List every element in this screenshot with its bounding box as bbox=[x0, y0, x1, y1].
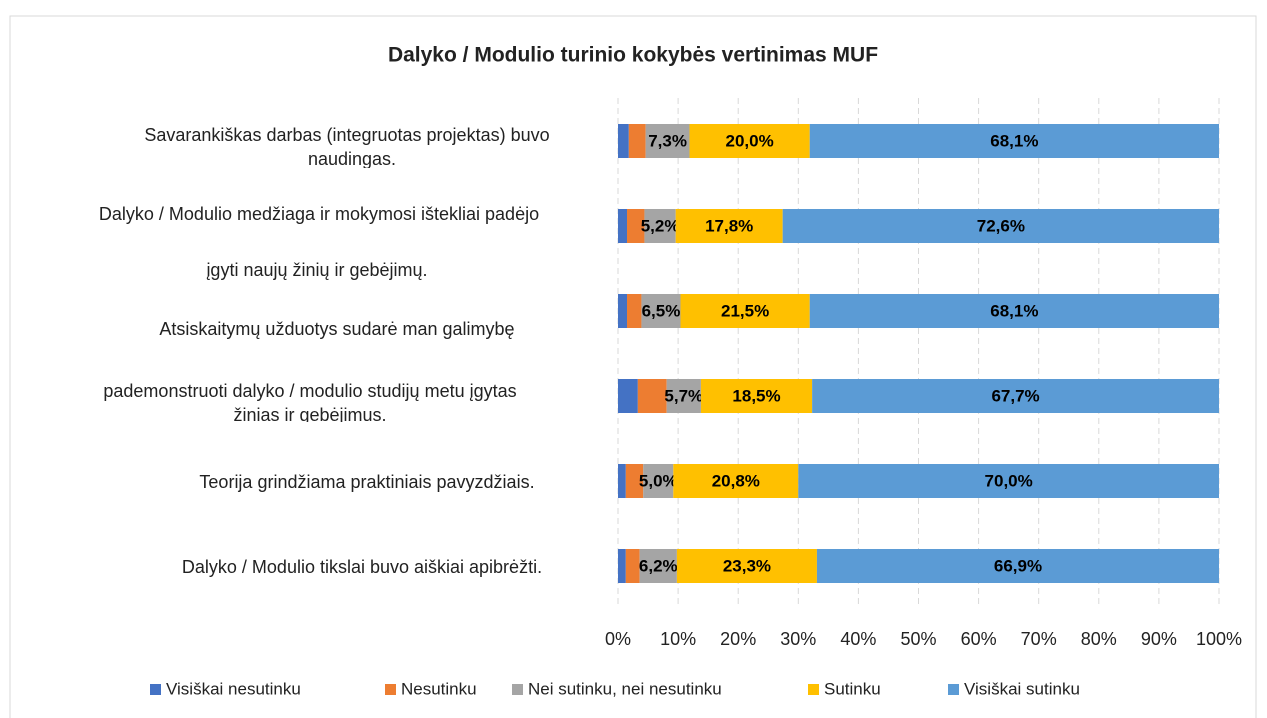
data-label: 5,2% bbox=[641, 216, 680, 235]
category-label: Teorija grindžiama praktiniais pavyzdžia… bbox=[199, 472, 534, 492]
x-tick-label: 100% bbox=[1196, 629, 1242, 649]
bar-segment bbox=[675, 209, 783, 243]
bar-segment bbox=[782, 209, 1219, 243]
data-label: 68,1% bbox=[990, 301, 1038, 320]
legend-marker bbox=[948, 684, 959, 695]
bar-segment bbox=[618, 549, 626, 583]
bar-segment bbox=[809, 124, 1219, 158]
bar-segment bbox=[676, 549, 817, 583]
x-tick-label: 80% bbox=[1081, 629, 1117, 649]
chart-frame bbox=[9, 15, 1257, 718]
bar-segment bbox=[666, 379, 701, 413]
data-label: 6,2% bbox=[639, 556, 678, 575]
legend-label: Nesutinku bbox=[401, 679, 477, 698]
category-label: pademonstruoti dalyko / modulio studijų … bbox=[103, 381, 516, 401]
bar-segment bbox=[618, 209, 628, 243]
category-label: Atsiskaitymų užduotys sudarė man galimyb… bbox=[159, 319, 514, 339]
bar-segment bbox=[618, 379, 638, 413]
bar-segment bbox=[643, 464, 674, 498]
bar-segment bbox=[618, 124, 629, 158]
legend-label: Nei sutinku, nei nesutinku bbox=[528, 679, 722, 698]
category-label: Savarankiškas darbas (integruotas projek… bbox=[144, 125, 549, 145]
x-tick-label: 60% bbox=[961, 629, 997, 649]
data-label: 67,7% bbox=[991, 386, 1039, 405]
bar-segment bbox=[812, 379, 1219, 413]
data-label: 18,5% bbox=[732, 386, 780, 405]
x-tick-label: 10% bbox=[660, 629, 696, 649]
data-label: 70,0% bbox=[985, 471, 1033, 490]
bar-segment bbox=[625, 464, 644, 498]
bar-segment bbox=[625, 549, 640, 583]
legend-marker bbox=[385, 684, 396, 695]
bar-segment bbox=[641, 294, 681, 328]
data-label: 20,8% bbox=[712, 471, 760, 490]
category-label: įgyti naujų žinių ir gebėjimų. bbox=[206, 260, 427, 280]
category-label: žinias ir gebėjimus. bbox=[233, 405, 386, 425]
bar-segment bbox=[628, 124, 646, 158]
bar-segment bbox=[639, 549, 677, 583]
bar-segment bbox=[673, 464, 799, 498]
bar-segment bbox=[816, 549, 1219, 583]
data-label: 17,8% bbox=[705, 216, 753, 235]
x-tick-label: 90% bbox=[1141, 629, 1177, 649]
chart-title: Dalyko / Modulio turinio kokybės vertini… bbox=[388, 44, 878, 67]
bar-segment bbox=[644, 209, 676, 243]
bar-segment bbox=[627, 294, 642, 328]
data-label: 6,5% bbox=[642, 301, 681, 320]
bar-segment bbox=[618, 464, 626, 498]
legend-marker bbox=[512, 684, 523, 695]
category-label: Dalyko / Modulio medžiaga ir mokymosi iš… bbox=[99, 204, 539, 224]
legend-marker bbox=[150, 684, 161, 695]
legend-marker bbox=[808, 684, 819, 695]
data-label: 72,6% bbox=[977, 216, 1025, 235]
data-label: 68,1% bbox=[990, 131, 1038, 150]
legend-label: Sutinku bbox=[824, 679, 881, 698]
x-tick-label: 70% bbox=[1021, 629, 1057, 649]
category-label: Dalyko / Modulio tikslai buvo aiškiai ap… bbox=[182, 557, 542, 577]
bar-segment bbox=[809, 294, 1219, 328]
x-tick-label: 50% bbox=[900, 629, 936, 649]
x-tick-label: 40% bbox=[840, 629, 876, 649]
bar-segment bbox=[645, 124, 690, 158]
legend-label: Visiškai sutinku bbox=[964, 679, 1080, 698]
x-tick-label: 0% bbox=[605, 629, 631, 649]
data-label: 23,3% bbox=[723, 556, 771, 575]
data-label: 20,0% bbox=[726, 131, 774, 150]
bar-segment bbox=[680, 294, 810, 328]
legend-label: Visiškai nesutinku bbox=[166, 679, 301, 698]
x-tick-label: 20% bbox=[720, 629, 756, 649]
bar-segment bbox=[627, 209, 645, 243]
data-label: 66,9% bbox=[994, 556, 1042, 575]
category-label: naudingas. bbox=[308, 149, 396, 169]
data-label: 21,5% bbox=[721, 301, 769, 320]
bar-segment bbox=[637, 379, 667, 413]
data-label: 5,7% bbox=[664, 386, 703, 405]
bar-segment bbox=[618, 294, 628, 328]
data-label: 7,3% bbox=[648, 131, 687, 150]
bar-segment bbox=[798, 464, 1219, 498]
x-tick-label: 30% bbox=[780, 629, 816, 649]
bar-segment bbox=[700, 379, 813, 413]
bar-segment bbox=[689, 124, 810, 158]
data-label: 5,0% bbox=[639, 471, 678, 490]
